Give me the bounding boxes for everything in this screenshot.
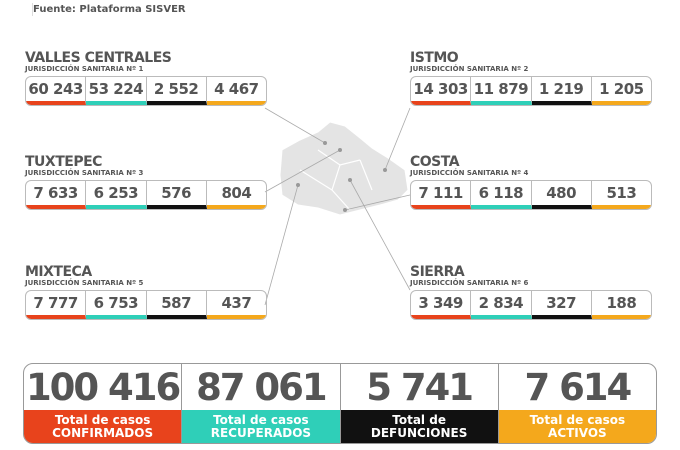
deaths-value: 576 xyxy=(146,181,207,209)
totals-panel: 100 416 Total de casos CONFIRMADOS 87 061 T… xyxy=(23,363,657,444)
region-name: MIXTECA xyxy=(25,264,92,280)
total-label: DEFUNCIONES xyxy=(370,425,468,440)
deaths-value: 480 xyxy=(531,181,592,209)
region-subtitle: JURISDICCIÓN SANITARIA Nº 6 xyxy=(410,279,529,287)
total-value: 7 614 xyxy=(524,365,632,409)
confirmed-value: 7 111 xyxy=(411,181,472,209)
region-subtitle: JURISDICCIÓN SANITARIA Nº 4 xyxy=(410,169,529,177)
region-name: TUXTEPEC xyxy=(25,154,102,170)
region-valles-centrales: VALLES CENTRALES JURISDICCIÓN SANITARIA … xyxy=(25,51,267,106)
confirmed-value: 3 349 xyxy=(411,291,472,319)
map-shape xyxy=(279,121,409,216)
total-label: Total de casos xyxy=(529,412,626,427)
confirmed-value: 7 633 xyxy=(26,181,87,209)
total-value: 100 416 xyxy=(25,365,181,409)
total-value: 5 741 xyxy=(366,365,474,409)
region-costa: COSTA JURISDICCIÓN SANITARIA Nº 4 7 111 6… xyxy=(410,155,652,210)
total-label: Total de casos xyxy=(213,412,309,427)
region-name: COSTA xyxy=(410,154,460,170)
deaths-value: 587 xyxy=(146,291,207,319)
region-name: VALLES CENTRALES xyxy=(25,50,172,66)
recovered-value: 6 253 xyxy=(86,181,147,209)
source-text: Fuente: Plataforma SISVER xyxy=(32,3,186,16)
total-label: ACTIVOS xyxy=(548,425,607,440)
total-label: Total de casos xyxy=(54,412,151,427)
total-deaths: 5 741 Total de DEFUNCIONES xyxy=(340,364,499,443)
region-tuxtepec: TUXTEPEC JURISDICCIÓN SANITARIA Nº 3 7 6… xyxy=(25,155,267,210)
total-value: 87 061 xyxy=(196,365,328,409)
total-recovered: 87 061 Total de casos RECUPERADOS xyxy=(182,364,341,443)
region-subtitle: JURISDICCIÓN SANITARIA Nº 3 xyxy=(25,169,144,177)
confirmed-value: 60 243 xyxy=(26,77,87,105)
active-value: 513 xyxy=(591,181,651,209)
recovered-value: 6 753 xyxy=(86,291,147,319)
active-value: 188 xyxy=(591,291,651,319)
region-name: SIERRA xyxy=(410,264,465,280)
deaths-value: 1 219 xyxy=(531,77,592,105)
active-value: 1 205 xyxy=(591,77,651,105)
region-sierra: SIERRA JURISDICCIÓN SANITARIA Nº 6 3 349… xyxy=(410,265,652,320)
region-subtitle: JURISDICCIÓN SANITARIA Nº 5 xyxy=(25,279,144,287)
total-confirmed: 100 416 Total de casos CONFIRMADOS xyxy=(24,364,183,443)
total-active: 7 614 Total de casos ACTIVOS xyxy=(498,364,656,443)
confirmed-value: 7 777 xyxy=(26,291,87,319)
region-subtitle: JURISDICCIÓN SANITARIA Nº 1 xyxy=(25,65,144,73)
region-mixteca: MIXTECA JURISDICCIÓN SANITARIA Nº 5 7 77… xyxy=(25,265,267,320)
total-label: RECUPERADOS xyxy=(210,425,312,440)
recovered-value: 11 879 xyxy=(471,77,532,105)
active-value: 4 467 xyxy=(206,77,266,105)
recovered-value: 6 118 xyxy=(471,181,532,209)
recovered-value: 53 224 xyxy=(86,77,147,105)
deaths-value: 2 552 xyxy=(146,77,207,105)
deaths-value: 327 xyxy=(531,291,592,319)
region-subtitle: JURISDICCIÓN SANITARIA Nº 2 xyxy=(410,65,529,73)
total-label: Total de xyxy=(392,412,446,427)
recovered-value: 2 834 xyxy=(471,291,532,319)
active-value: 437 xyxy=(206,291,266,319)
active-value: 804 xyxy=(206,181,266,209)
confirmed-value: 14 303 xyxy=(411,77,472,105)
total-label: CONFIRMADOS xyxy=(52,425,154,440)
region-name: ISTMO xyxy=(410,50,459,66)
region-istmo: ISTMO JURISDICCIÓN SANITARIA Nº 2 14 303… xyxy=(410,51,652,106)
